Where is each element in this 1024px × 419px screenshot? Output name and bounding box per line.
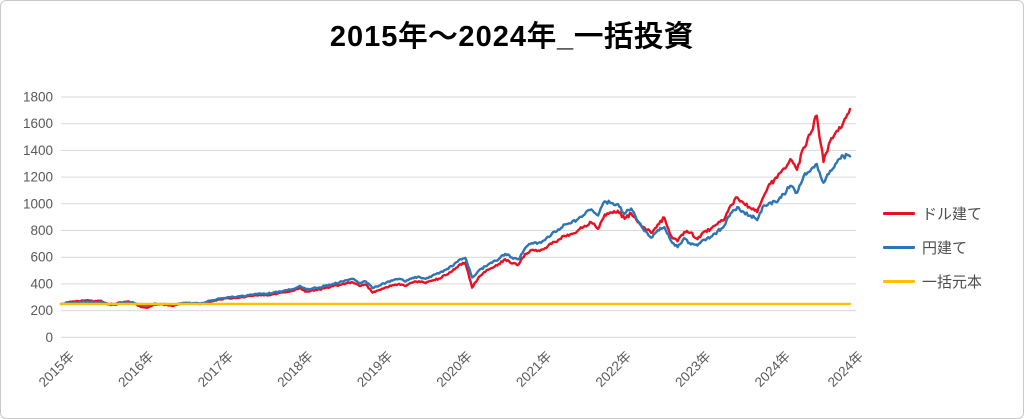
y-axis-tick-label: 200 [30, 303, 53, 318]
legend-line-swatch [883, 211, 915, 215]
legend-line-swatch [883, 279, 915, 283]
y-axis-tick-label: 1200 [23, 170, 53, 185]
x-axis-tick-label: 2023年 [672, 349, 713, 390]
x-axis-tick-label: 2020年 [434, 349, 475, 390]
legend-label: 一括元本 [922, 273, 983, 291]
y-axis-tick-label: 600 [30, 250, 53, 265]
legend-item-jpy: 円建て [883, 237, 982, 257]
y-axis-tick-label: 800 [30, 223, 53, 238]
y-axis-tick-label: 1600 [23, 116, 53, 131]
y-axis-tick-label: 0 [45, 330, 53, 345]
y-axis-tick-label: 400 [30, 276, 53, 291]
legend-label: 円建て [922, 239, 968, 257]
legend-item-principal: 一括元本 [883, 271, 982, 291]
x-axis-tick-label: 2018年 [274, 349, 315, 390]
x-axis-tick-label: 2019年 [354, 349, 395, 390]
chart-legend: ドル建て円建て一括元本 [883, 203, 982, 291]
x-axis-tick-label: 2015年 [36, 349, 77, 390]
x-axis-tick-label: 2024年 [752, 349, 793, 390]
x-axis-tick-label: 2021年 [513, 349, 554, 390]
x-axis-tick-label: 2022年 [593, 349, 634, 390]
x-axis-tick-label: 2024年 [825, 349, 866, 390]
x-axis-tick-label: 2016年 [115, 349, 156, 390]
y-axis-tick-label: 1400 [23, 143, 53, 158]
y-axis-tick-label: 1800 [23, 90, 53, 105]
chart-title: 2015年〜2024年_一括投資 [329, 21, 695, 53]
legend-line-swatch [883, 245, 915, 249]
legend-item-usd: ドル建て [883, 203, 982, 223]
x-axis-tick-label: 2017年 [195, 349, 236, 390]
series-line-usd [59, 107, 852, 309]
legend-label: ドル建て [922, 205, 983, 223]
y-axis-tick-label: 1000 [23, 196, 53, 211]
